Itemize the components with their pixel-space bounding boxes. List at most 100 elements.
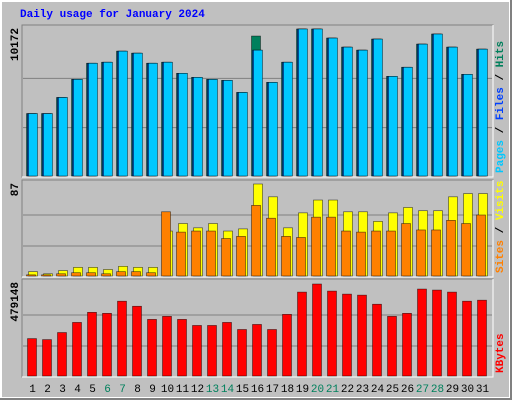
bar	[192, 325, 202, 377]
bar	[27, 338, 37, 377]
bar	[208, 79, 218, 177]
x-tick-label: 10	[161, 384, 174, 396]
bar	[191, 230, 201, 277]
bar	[432, 289, 442, 377]
legend-entry: KBytes	[495, 333, 507, 373]
bar	[418, 43, 428, 177]
bar	[177, 319, 187, 377]
bar	[161, 211, 171, 277]
x-tick-label: 25	[386, 384, 399, 396]
bar	[403, 66, 413, 177]
bar	[131, 271, 141, 277]
bar	[357, 294, 367, 377]
legend-entry: Pages	[495, 140, 507, 173]
bar	[147, 319, 157, 377]
bar	[117, 300, 127, 377]
x-tick-label: 13	[206, 384, 219, 396]
x-tick-label: 26	[401, 384, 414, 396]
bar	[252, 324, 262, 377]
x-tick-label: 4	[74, 384, 81, 396]
bar	[206, 230, 216, 277]
plot-bevel	[22, 25, 494, 178]
x-tick-label: 17	[266, 384, 279, 396]
bar	[281, 236, 291, 277]
x-tick-label: 15	[236, 384, 249, 396]
bar	[88, 62, 98, 177]
y-tick-label: 479148	[10, 282, 22, 322]
bar	[193, 77, 203, 177]
bar	[102, 313, 112, 377]
bar	[417, 288, 427, 377]
bar	[238, 92, 248, 177]
bar	[327, 290, 337, 377]
legend-entry: Hits	[495, 41, 507, 67]
x-tick-label: 16	[251, 384, 264, 396]
bar	[386, 230, 396, 277]
bar	[207, 325, 217, 377]
legend: Sites / Visits	[495, 181, 507, 273]
bar	[87, 312, 97, 377]
bar	[221, 238, 231, 277]
x-tick-label: 12	[191, 384, 204, 396]
x-tick-label: 9	[149, 384, 156, 396]
bar	[446, 220, 456, 277]
legend: KBytes	[495, 333, 507, 373]
bar	[431, 229, 441, 277]
bar	[477, 299, 487, 377]
x-tick-label: 20	[311, 384, 324, 396]
bar	[43, 113, 53, 177]
bar	[267, 329, 277, 377]
x-tick-label: 28	[431, 384, 444, 396]
bar	[296, 237, 306, 277]
bar	[57, 332, 67, 377]
bar	[223, 80, 233, 177]
bar	[73, 79, 83, 177]
bar	[116, 271, 126, 277]
bar	[371, 230, 381, 277]
bar	[237, 329, 247, 377]
bar	[401, 223, 411, 277]
x-tick-label: 19	[296, 384, 309, 396]
bar	[312, 283, 322, 377]
bar	[26, 274, 36, 277]
plot-bevel	[22, 180, 494, 278]
legend-entry: Files	[495, 87, 507, 120]
x-tick-label: 14	[221, 384, 235, 396]
bar	[146, 272, 156, 277]
bar	[176, 231, 186, 277]
bar	[71, 272, 81, 277]
legend-separator: /	[495, 67, 507, 87]
x-tick-label: 27	[416, 384, 429, 396]
x-tick-label: 24	[371, 384, 385, 396]
bar	[56, 273, 66, 277]
bar	[133, 52, 143, 177]
x-tick-label: 29	[446, 384, 459, 396]
x-tick-label: 18	[281, 384, 294, 396]
x-tick-label: 3	[59, 384, 66, 396]
bar	[41, 274, 51, 277]
y-tick-label: 10172	[10, 28, 22, 61]
plot-bevel	[22, 279, 494, 378]
bar	[372, 303, 382, 377]
bar	[433, 33, 443, 177]
x-tick-label: 6	[104, 384, 111, 396]
chart-title: Daily usage for January 2024	[20, 9, 205, 21]
bar	[86, 272, 96, 277]
bar	[118, 50, 128, 177]
x-tick-label: 23	[356, 384, 369, 396]
bar	[251, 205, 261, 277]
bar	[326, 216, 336, 277]
bar	[298, 28, 308, 177]
bar	[313, 28, 323, 177]
bar	[103, 61, 113, 177]
bar	[388, 76, 398, 177]
bar	[58, 97, 68, 177]
bar	[297, 291, 307, 377]
x-tick-label: 7	[119, 384, 126, 396]
x-tick-label: 2	[44, 384, 51, 396]
bar	[283, 61, 293, 177]
x-tick-label: 11	[176, 384, 190, 396]
bar	[448, 46, 458, 177]
x-tick-label: 1	[29, 384, 36, 396]
bar	[373, 38, 383, 177]
